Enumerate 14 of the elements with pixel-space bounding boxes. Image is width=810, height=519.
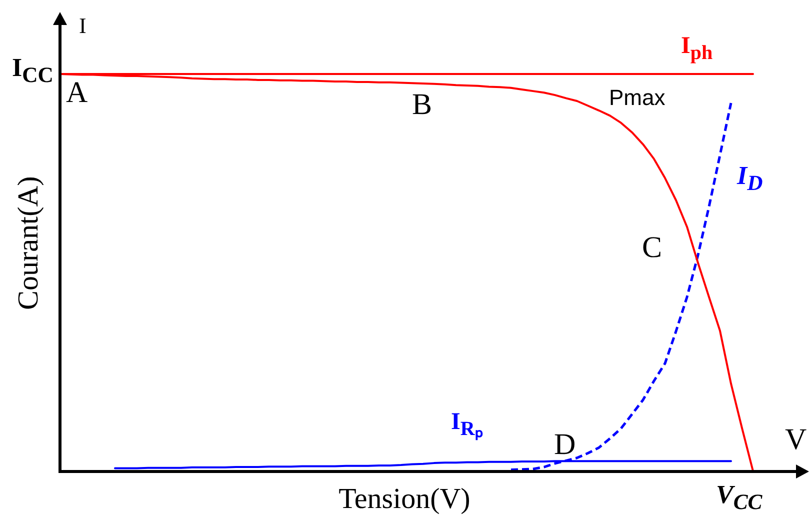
series-label: I$_{ph}$ bbox=[681, 33, 713, 64]
annotation: Pmax bbox=[609, 85, 666, 110]
text: V bbox=[785, 423, 807, 456]
x-axis-title: Tension(V) bbox=[338, 483, 470, 515]
text: V$_{CC}$ bbox=[716, 480, 762, 514]
text: I$_{CC}$ bbox=[12, 53, 54, 88]
series-label: I$_{Rₚ}$ bbox=[451, 409, 483, 440]
annotation: B bbox=[412, 88, 432, 121]
annotation: A bbox=[66, 76, 88, 109]
annotation: C bbox=[642, 231, 662, 264]
y-axis-title: Courant(A) bbox=[12, 176, 44, 310]
annotation: D bbox=[554, 428, 576, 461]
text: I bbox=[79, 13, 86, 38]
series-label: I$_{D}$ bbox=[737, 161, 763, 196]
